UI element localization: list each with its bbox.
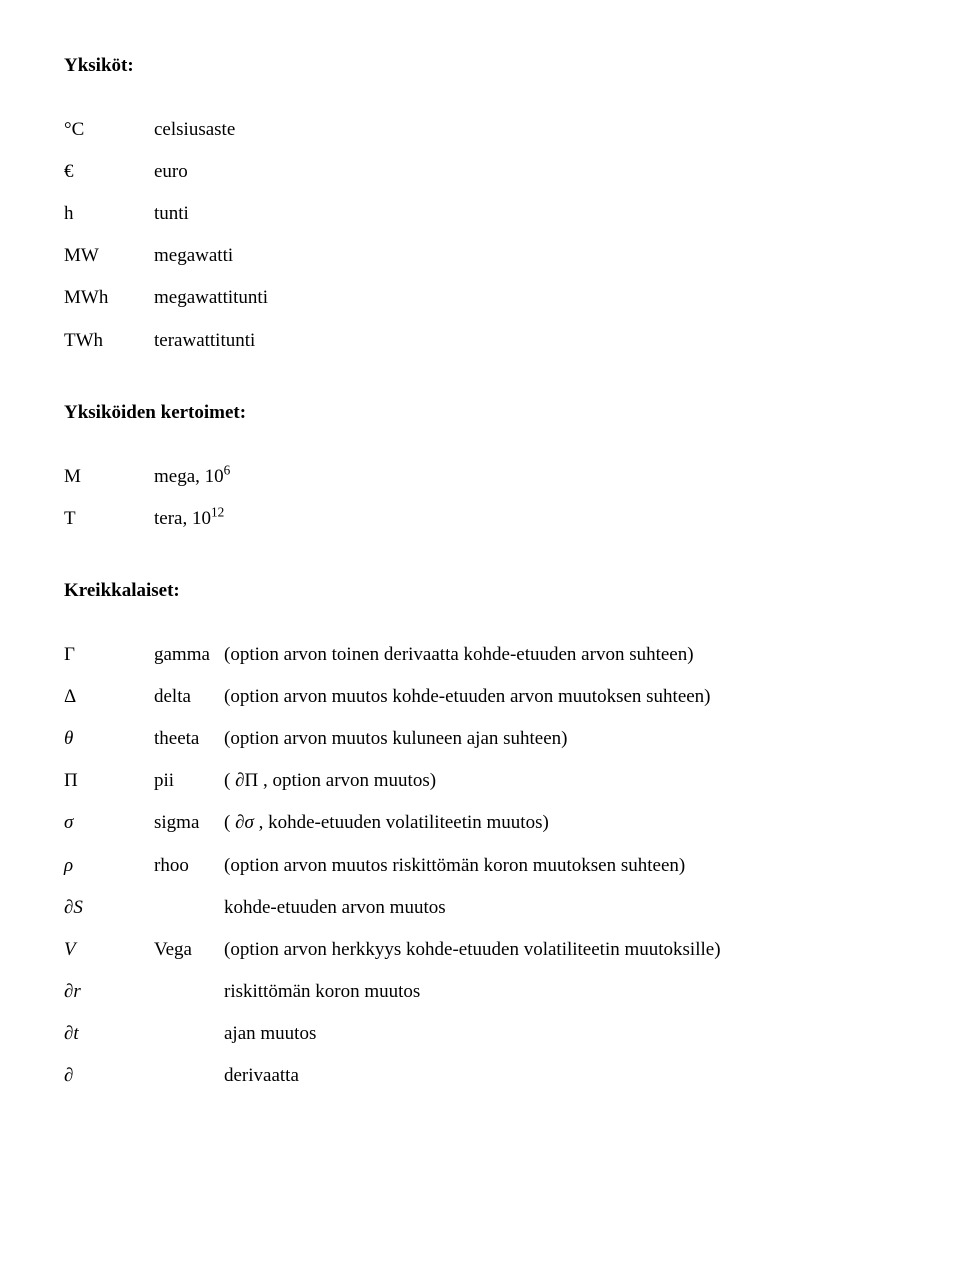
greek-symbol: Δ [64, 679, 154, 715]
greek-row: ∂ derivaatta [64, 1058, 896, 1094]
greek-desc: ( ∂Π , option arvon muutos) [224, 763, 896, 799]
desc-var: Π [244, 770, 258, 791]
multiplier-symbol: T [64, 501, 154, 537]
desc-suffix: , kohde-etuuden volatiliteetin muutos) [254, 812, 549, 833]
multiplier-row: M mega, 106 [64, 459, 896, 495]
greek-row: σ sigma ( ∂σ , kohde-etuuden volatilitee… [64, 805, 896, 841]
multiplier-prefix: mega, [154, 466, 205, 487]
greek-list: Γ gamma (option arvon toinen derivaatta … [64, 637, 896, 1094]
symbol-var: t [73, 1023, 78, 1044]
unit-row: TWh terawattitunti [64, 323, 896, 359]
greek-symbol: ∂ [64, 1058, 154, 1094]
greek-row: θ theeta (option arvon muutos kuluneen a… [64, 721, 896, 757]
unit-name: celsiusaste [154, 112, 896, 148]
greek-row: Π pii ( ∂Π , option arvon muutos) [64, 763, 896, 799]
multiplier-exp: 6 [224, 462, 231, 477]
multiplier-symbol: M [64, 459, 154, 495]
greek-symbol: ρ [64, 848, 154, 884]
multiplier-base: 10 [192, 508, 211, 529]
symbol-var: r [73, 981, 80, 1002]
greek-row: Δ delta (option arvon muutos kohde-etuud… [64, 679, 896, 715]
desc-var: σ [244, 812, 253, 833]
symbol-prefix: ∂ [64, 1023, 73, 1044]
greek-desc: kohde-etuuden arvon muutos [224, 890, 896, 926]
multiplier-prefix: tera, [154, 508, 192, 529]
unit-name: tunti [154, 196, 896, 232]
unit-row: MW megawatti [64, 238, 896, 274]
greek-symbol: Γ [64, 637, 154, 673]
greek-desc: ( ∂σ , kohde-etuuden volatiliteetin muut… [224, 805, 896, 841]
greek-row: ∂r riskittömän koron muutos [64, 974, 896, 1010]
units-heading: Yksiköt: [64, 48, 896, 84]
greek-desc: derivaatta [224, 1058, 896, 1094]
multipliers-heading: Yksiköiden kertoimet: [64, 395, 896, 431]
greek-label: theeta [154, 721, 224, 757]
units-list: °C celsiusaste € euro h tunti MW megawat… [64, 112, 896, 359]
greek-row: Γ gamma (option arvon toinen derivaatta … [64, 637, 896, 673]
greek-heading: Kreikkalaiset: [64, 573, 896, 609]
unit-name: terawattitunti [154, 323, 896, 359]
unit-symbol: MW [64, 238, 154, 274]
unit-symbol: MWh [64, 280, 154, 316]
greek-desc: (option arvon muutos kuluneen ajan suhte… [224, 721, 896, 757]
greek-symbol: ∂t [64, 1016, 154, 1052]
unit-name: euro [154, 154, 896, 190]
greek-row: ∂t ajan muutos [64, 1016, 896, 1052]
greek-desc: (option arvon herkkyys kohde-etuuden vol… [224, 932, 896, 968]
greek-row: V Vega (option arvon herkkyys kohde-etuu… [64, 932, 896, 968]
greek-label: Vega [154, 932, 224, 968]
multiplier-value: mega, 106 [154, 459, 896, 495]
symbol-prefix: ∂ [64, 981, 73, 1002]
multiplier-base: 10 [205, 466, 224, 487]
unit-row: h tunti [64, 196, 896, 232]
greek-desc: riskittömän koron muutos [224, 974, 896, 1010]
greek-symbol: σ [64, 805, 154, 841]
unit-row: °C celsiusaste [64, 112, 896, 148]
symbol-prefix: ∂ [64, 897, 73, 918]
greek-label: delta [154, 679, 224, 715]
greek-desc: ajan muutos [224, 1016, 896, 1052]
unit-name: megawattitunti [154, 280, 896, 316]
greek-label: rhoo [154, 848, 224, 884]
unit-symbol: TWh [64, 323, 154, 359]
desc-suffix: , option arvon muutos) [258, 770, 436, 791]
greek-desc: (option arvon toinen derivaatta kohde-et… [224, 637, 896, 673]
unit-name: megawatti [154, 238, 896, 274]
multiplier-exp: 12 [211, 505, 224, 520]
greek-symbol: ∂S [64, 890, 154, 926]
unit-row: MWh megawattitunti [64, 280, 896, 316]
unit-row: € euro [64, 154, 896, 190]
multipliers-list: M mega, 106 T tera, 1012 [64, 459, 896, 537]
greek-desc: (option arvon muutos riskittömän koron m… [224, 848, 896, 884]
multiplier-row: T tera, 1012 [64, 501, 896, 537]
greek-label: pii [154, 763, 224, 799]
greek-row: ∂S kohde-etuuden arvon muutos [64, 890, 896, 926]
greek-row: ρ rhoo (option arvon muutos riskittömän … [64, 848, 896, 884]
greek-label: gamma [154, 637, 224, 673]
unit-symbol: °C [64, 112, 154, 148]
unit-symbol: h [64, 196, 154, 232]
greek-symbol: V [64, 932, 154, 968]
greek-symbol: Π [64, 763, 154, 799]
unit-symbol: € [64, 154, 154, 190]
greek-desc: (option arvon muutos kohde-etuuden arvon… [224, 679, 896, 715]
greek-label: sigma [154, 805, 224, 841]
symbol-var: S [73, 897, 83, 918]
greek-symbol: ∂r [64, 974, 154, 1010]
desc-prefix: ( [224, 770, 235, 791]
desc-prefix: ( [224, 812, 235, 833]
greek-symbol: θ [64, 721, 154, 757]
multiplier-value: tera, 1012 [154, 501, 896, 537]
